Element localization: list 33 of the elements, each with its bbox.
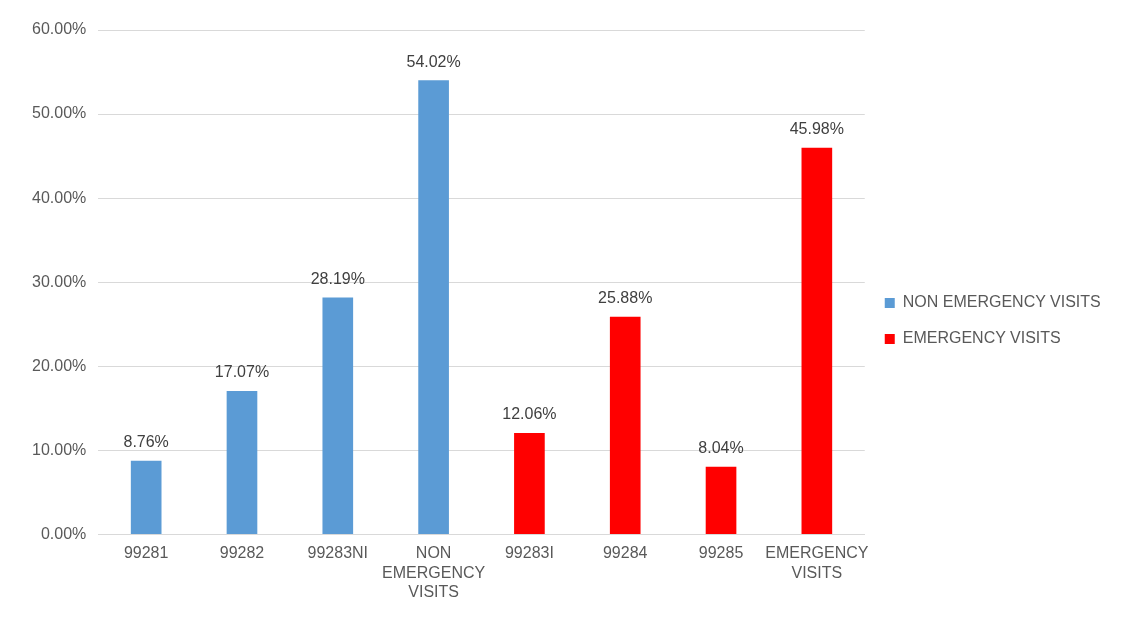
data-label: 28.19% (310, 269, 365, 287)
data-label: 25.88% (598, 289, 653, 307)
y-tick-label: 10.00% (32, 440, 87, 458)
y-tick-label: 50.00% (32, 104, 87, 122)
bar (609, 316, 641, 534)
x-tick-label: NON EMERGENCY VISITS (382, 544, 486, 600)
legend-label: NON EMERGENCY VISITS (902, 293, 1101, 311)
x-tick-label: 99285 (698, 544, 744, 562)
x-tick-label: 99282 (219, 544, 265, 562)
data-label: 8.04% (698, 439, 744, 457)
y-tick-label: 20.00% (32, 356, 87, 374)
bar (130, 460, 162, 534)
x-tick-label: 99283NI (307, 544, 369, 562)
data-label: 17.07% (214, 363, 270, 381)
x-tick-label: 99281 (123, 544, 169, 562)
legend-label: EMERGENCY VISITS (902, 329, 1061, 347)
data-label: 45.98% (789, 120, 844, 138)
bar (418, 80, 449, 534)
y-tick-label: 30.00% (32, 272, 87, 290)
bar (705, 466, 737, 534)
y-tick-label: 60.00% (32, 20, 87, 38)
bar (226, 390, 258, 534)
bar (801, 147, 833, 534)
x-tick-label: 99284 (602, 544, 648, 562)
y-tick-label: 40.00% (32, 188, 87, 206)
bar (322, 297, 354, 534)
x-tick-label: EMERGENCY VISITS (765, 544, 869, 581)
data-label: 54.02% (406, 52, 461, 70)
bar (514, 433, 545, 534)
data-label: 12.06% (502, 405, 557, 423)
data-label: 8.76% (123, 433, 169, 451)
y-tick-label: 0.00% (40, 524, 87, 542)
x-tick-label: 99283I (504, 544, 554, 562)
